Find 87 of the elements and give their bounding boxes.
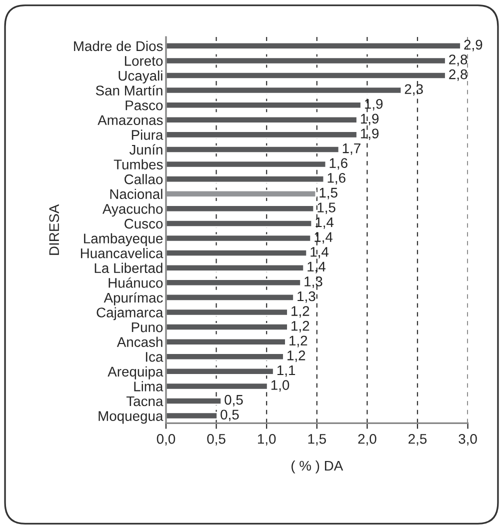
data-label: 1,4 [314,232,333,244]
y-tick-label: Lima [134,381,164,392]
bar [166,264,305,272]
x-tick-label: 2,0 [358,434,376,446]
x-tick-label: 1,5 [308,434,326,446]
data-label: 1,5 [320,188,338,200]
data-label: 1,6 [328,172,346,184]
bar [166,175,325,184]
bar [166,219,313,228]
bar [166,116,358,124]
bar [166,323,288,332]
data-label: 1,4 [308,262,326,274]
data-label: 1,3 [304,276,322,288]
data-label: 1,7 [342,144,360,155]
y-tick-label: Pasco [126,100,163,110]
data-label: 2,3 [404,84,423,96]
data-label: 2,8 [449,69,468,81]
y-tick-label: Moquegua [98,411,164,424]
data-label: 1,5 [318,202,336,214]
y-tick-label: Junín [129,144,162,155]
data-label: 2,9 [464,40,482,52]
bar [166,308,288,316]
bar [166,130,358,139]
data-label: 0,5 [220,410,239,422]
bar [166,160,327,168]
bar [166,396,222,406]
data-label: 1,6 [330,158,348,170]
data-label: 1,2 [292,306,310,318]
data-label: 1,9 [360,128,379,140]
y-tick-label: Lambayeque [84,233,163,246]
bar [166,412,218,420]
bar [166,338,286,346]
data-label: 1,3 [298,291,316,303]
y-tick-label: Tacna [126,396,164,406]
x-tick-label: 3,0 [458,434,477,446]
x-tick-label: 0,0 [156,434,176,446]
y-tick-label: Cusco [124,218,163,229]
bar [166,249,308,258]
y-tick-label: Huánuco [108,277,163,288]
data-label: 1,0 [271,380,290,392]
y-tick-label: Ancash [116,336,162,347]
data-label: 1,1 [277,365,296,377]
y-tick-label: Arequipa [108,366,164,380]
bar [166,367,274,376]
y-tick-label: Ica [146,352,164,362]
x-tick-label: 0,5 [207,434,226,446]
x-tick-label: 1,0 [258,434,276,446]
data-label: 0,5 [224,394,243,406]
y-tick-label: Puno [132,322,163,332]
y-tick-label: La Libertad [94,262,162,274]
y-tick-label: Piura [132,130,164,140]
x-tick-label: 2,5 [408,434,427,446]
y-tick-label: Loreto [124,56,163,66]
bar [166,382,268,390]
y-axis-title: DIRESA [49,204,60,255]
y-tick-label: San Martín [96,85,162,96]
bar [166,204,315,213]
y-tick-label: Ayacucho [102,204,163,217]
y-tick-label: Cajamarca [96,307,164,320]
bar [166,101,362,110]
data-label: 1,4 [310,247,329,258]
data-label: 2,8 [449,54,468,66]
bar [166,352,284,361]
data-label: 1,2 [290,336,308,348]
y-tick-label: Apurímac [104,292,163,306]
y-tick-label: Madre de Dios [74,40,163,52]
data-label: 1,9 [360,114,379,126]
y-tick-label: Ucayali [118,70,162,84]
y-tick-label: Huancavelica [80,248,164,258]
data-label: 1,4 [316,217,334,229]
y-tick-label: Tumbes [114,159,163,170]
bar [166,42,462,50]
y-tick-label: Callao [124,174,163,184]
bar [166,145,340,154]
bar [166,56,446,65]
bar [166,278,302,287]
bar [166,234,312,242]
data-label: 1,2 [292,320,310,332]
bar [166,293,294,302]
y-tick-label: Nacional [110,188,162,200]
bar [166,86,402,94]
y-tick-label: Amazonas [98,115,163,126]
x-axis-title: ( % ) DA [292,460,344,474]
bar [166,71,446,80]
data-label: 1,2 [288,350,306,362]
bar [166,190,317,198]
data-label: 1,9 [364,98,383,110]
